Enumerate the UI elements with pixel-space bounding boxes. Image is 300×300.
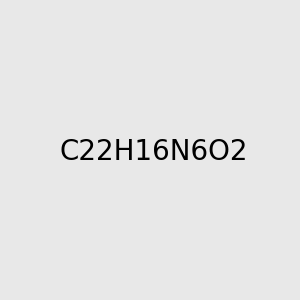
Text: C22H16N6O2: C22H16N6O2: [59, 137, 248, 166]
